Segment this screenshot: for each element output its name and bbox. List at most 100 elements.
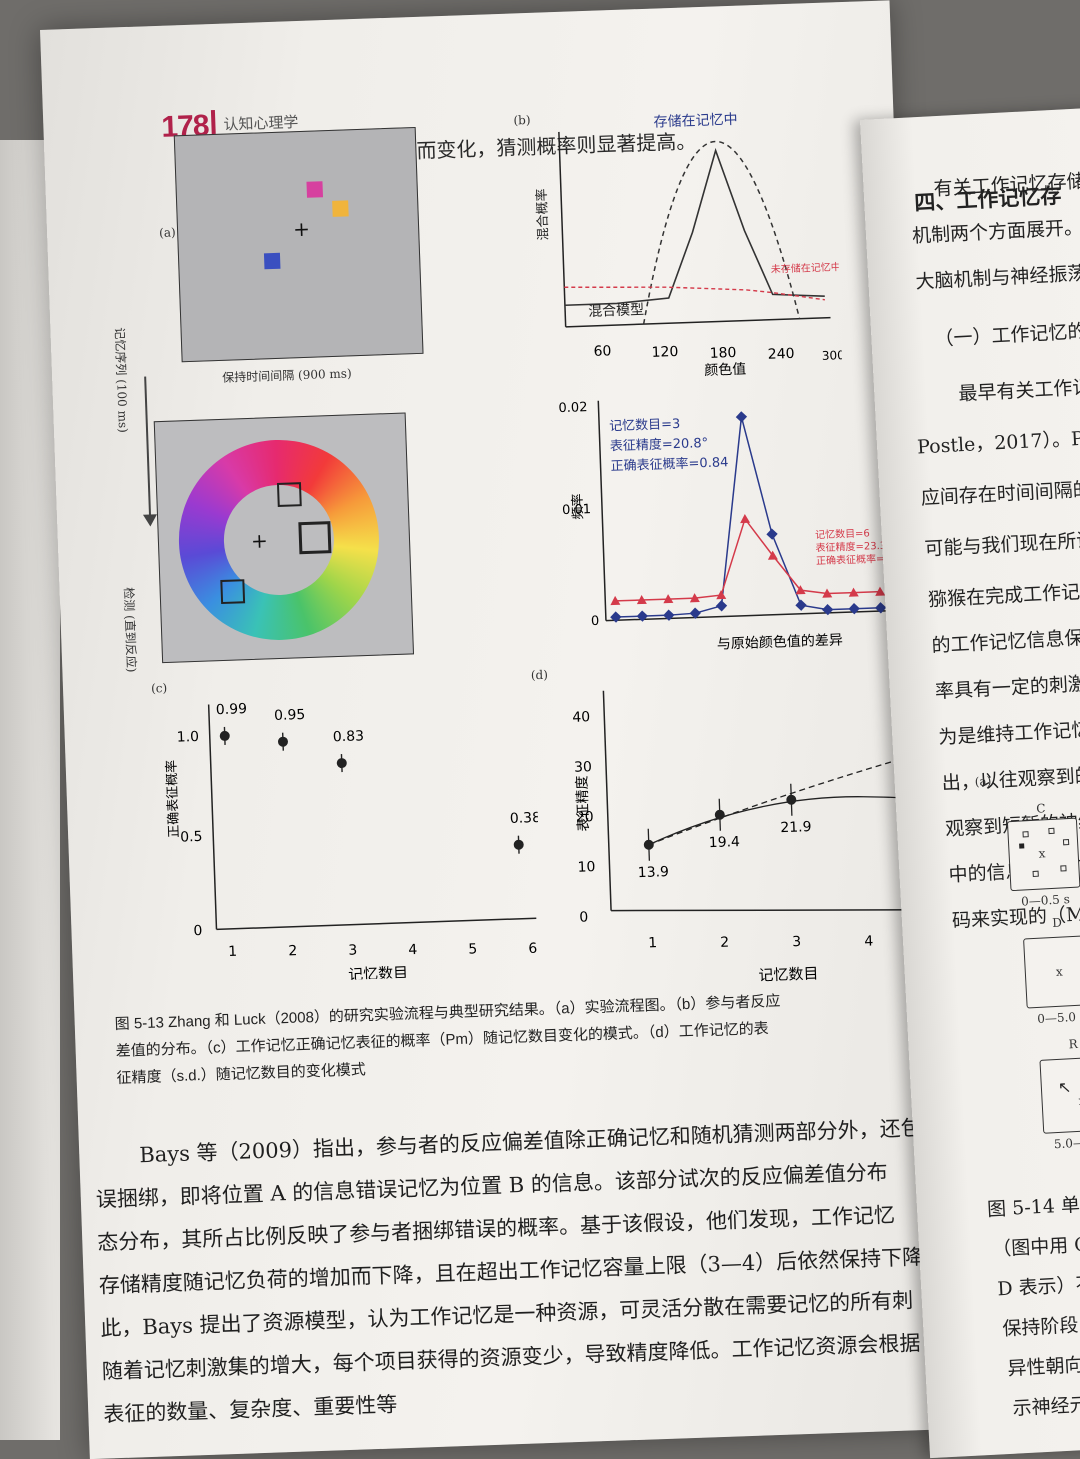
- series-3-point: [822, 603, 834, 616]
- legend-blue-2: 表征精度=20.8°: [610, 435, 709, 454]
- legend-red-1: 记忆数目=6: [815, 526, 870, 541]
- not-stored-label: 未存储在记忆中: [771, 260, 841, 275]
- c-point-label: 0.83: [333, 728, 365, 745]
- right-text-line: 应间存在时间间隔的任: [920, 477, 1080, 510]
- random-guess-curve: [564, 286, 825, 301]
- right-text-line: 机制两个方面展开。此外: [911, 214, 1080, 248]
- series-3-point: [636, 610, 648, 622]
- caption-line-3: 征精度（s.d.）随记忆数目的变化模式: [116, 1061, 366, 1087]
- blue-square: [263, 252, 281, 270]
- c-ytick-0: 0: [193, 923, 202, 939]
- d-xtick: 1: [648, 935, 657, 951]
- d-points-group: 13.9 19.4 21.9: [638, 783, 812, 881]
- probe-square-2: [220, 579, 246, 605]
- right-text-line: 最早有关工作记忆: [957, 375, 1080, 406]
- c-xtick: 5: [468, 941, 477, 957]
- cue-box: x: [1006, 817, 1080, 892]
- timeline-arrow: [144, 376, 152, 517]
- retention-interval-label: 保持时间间隔 (900 ms): [222, 366, 352, 385]
- right-caption-line: 图 5-14 单个神: [986, 1192, 1080, 1221]
- right-text-line: 的工作记忆信息保持: [931, 626, 1080, 657]
- box-time-d: 0—5.0 s: [1036, 1009, 1080, 1026]
- probability-chart: 1.0 0.5 0 正确表征概率 1 2 3 4 5 6 0.99 0.95 0.83 0.38…: [164, 701, 542, 984]
- mixture-model-chart: 存储在记忆中 混合模型 未存储在记忆中 混合概率 60 120 180 240 …: [534, 112, 843, 379]
- top-xtick-180: 180: [709, 345, 736, 362]
- timeline-arrowhead: [142, 514, 158, 527]
- c-point: [277, 736, 288, 747]
- c-point-label: 0.99: [216, 701, 248, 718]
- series-6-point: [716, 590, 727, 600]
- c-point: [513, 839, 524, 850]
- memory-array-frame: +: [173, 126, 424, 363]
- right-text-line: （一）工作记忆的: [934, 320, 1080, 351]
- stored-in-memory-label: 存储在记忆中: [653, 112, 738, 131]
- series-6-point: [848, 587, 859, 597]
- series-3-point: [735, 411, 748, 423]
- series-6-point: [795, 585, 806, 595]
- series-3-point: [795, 599, 807, 611]
- frequency-series-group: [610, 411, 887, 623]
- right-text-line: Postle，2017）。Pribram: [916, 424, 1080, 459]
- probe-square-1: [276, 482, 302, 507]
- top-xlabel: 颜色值: [704, 361, 747, 379]
- d-point-label: 19.4: [709, 834, 741, 851]
- box-label-c: C: [1035, 801, 1046, 816]
- delay-box: x: [1023, 934, 1080, 1009]
- fixation-cross: +: [292, 216, 311, 242]
- right-text-line: 大脑机制与神经振荡机: [914, 261, 1080, 294]
- c-ylabel: 正确表征概率: [164, 760, 183, 839]
- book-page-left: 178 认知心理学 度不再随记忆项目的增加而变化，猜测概率则显著提高。 (a) …: [40, 0, 940, 1459]
- box-label-r: R: [1068, 1036, 1079, 1052]
- top-xtick-60: 60: [593, 343, 611, 360]
- c-xlabel: 记忆数目: [348, 964, 409, 984]
- d-point-label: 13.9: [638, 864, 670, 881]
- c-xtick: 4: [408, 942, 418, 958]
- right-text-line: 为是维持工作记忆表: [937, 717, 1080, 749]
- d-xlabel: 记忆数目: [758, 964, 819, 984]
- magenta-square: [306, 181, 324, 198]
- background-left-page: [0, 140, 60, 1440]
- series-6-point: [610, 595, 621, 606]
- legend-blue-3: 正确表征概率=0.84: [610, 454, 728, 474]
- right-caption-line: （图中用 C 表示: [991, 1231, 1080, 1261]
- frequency-distribution-chart: 0.02 0.01 0 频率 与原始颜色值的差异 记忆数目=3 表征精度=20.…: [558, 400, 897, 653]
- series-3-point: [766, 528, 778, 540]
- right-caption-line: 异性朝向的神: [1006, 1352, 1080, 1380]
- series-6-point: [740, 513, 751, 524]
- top-xtick-240: 240: [767, 346, 794, 363]
- c-xtick: 1: [228, 944, 237, 960]
- panel-a-label: (a): [158, 225, 176, 240]
- legend-red-2: 表征精度=23.3°: [815, 539, 891, 555]
- test-label: 检测 (直到反应): [121, 587, 139, 673]
- c-xticks-group: 1 2 3 4 5 6: [228, 941, 538, 960]
- top-xtick-300: 300: [822, 348, 843, 363]
- mixture-ylabel: 混合概率: [534, 188, 552, 241]
- right-text-line: 可能与我们现在所讲的: [923, 528, 1080, 561]
- c-point-label: 0.95: [274, 707, 306, 724]
- d-ytick: 0: [579, 909, 588, 925]
- series-3-point: [715, 600, 728, 612]
- right-caption-line: D 表示）不会放: [996, 1271, 1080, 1301]
- test-display-frame: +: [153, 412, 415, 664]
- d-point-label: 21.9: [780, 819, 812, 836]
- mixture-model-label: 混合模型: [588, 302, 645, 320]
- frequency-ylabel: 频率: [570, 493, 587, 520]
- d-xtick: 2: [720, 935, 729, 951]
- series-3-point: [689, 607, 701, 619]
- d-xtick: 3: [792, 934, 801, 950]
- series-6-point: [767, 550, 778, 560]
- right-text-line: 出，以往观察到的持: [941, 763, 1080, 795]
- response-box: x ↖: [1039, 1055, 1080, 1134]
- d-point: [786, 794, 797, 805]
- c-ytick-0.5: 0.5: [180, 829, 203, 846]
- memory-peak-curve: [642, 140, 801, 325]
- ytick-0: 0: [591, 614, 600, 629]
- c-ytick-1: 1.0: [177, 729, 200, 746]
- d-ytick: 10: [577, 859, 595, 876]
- d-ytick: 40: [572, 709, 590, 726]
- d-ytick: 20: [576, 809, 594, 826]
- mixture-curve: [564, 147, 825, 307]
- series-3-point: [848, 603, 860, 615]
